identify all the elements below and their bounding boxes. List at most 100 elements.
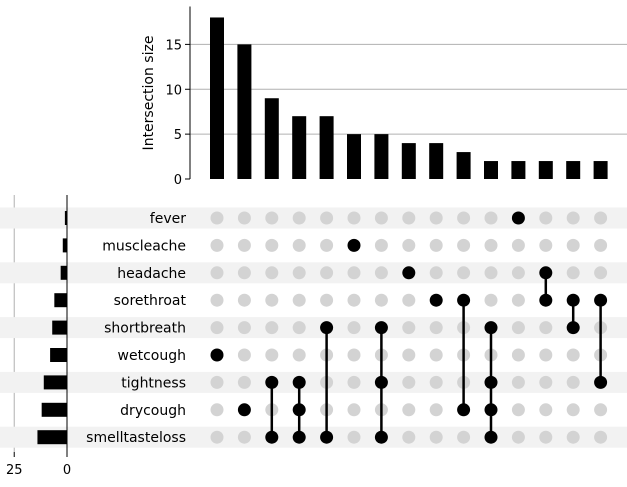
matrix-dot-active (265, 430, 279, 444)
intersection-bar (210, 17, 224, 180)
intersection-bar (264, 98, 279, 179)
x-tick-label: 0 (63, 463, 71, 478)
matrix-dot-inactive (374, 238, 388, 252)
matrix-dot-active (265, 375, 279, 389)
matrix-dot-inactive (511, 403, 525, 417)
matrix-dot-inactive (292, 211, 306, 225)
matrix-dot-inactive (594, 238, 608, 252)
matrix-dot-inactive (402, 293, 416, 307)
set-size-bar (52, 320, 67, 335)
matrix-dot-inactive (539, 321, 553, 335)
matrix-dot-inactive (347, 403, 361, 417)
set-labels: fever muscleache headache sorethroat shortbr… (86, 211, 186, 446)
matrix-dot-inactive (566, 266, 580, 280)
matrix-dot-inactive (347, 348, 361, 362)
matrix-dot-active (320, 321, 334, 335)
matrix-dot-inactive (320, 238, 334, 252)
matrix-dot-inactive (292, 321, 306, 335)
matrix-dot-inactive (457, 238, 471, 252)
intersection-bar (456, 152, 471, 179)
matrix-dot-inactive (237, 293, 251, 307)
intersection-bar (347, 134, 361, 179)
matrix-dot-inactive (429, 266, 443, 280)
y-tick-label: 0 (174, 173, 182, 188)
matrix-dot-active (594, 293, 608, 307)
matrix-dot-inactive (347, 293, 361, 307)
matrix-dot-inactive (539, 348, 553, 362)
matrix-dot-inactive (457, 266, 471, 280)
matrix-dot-inactive (292, 238, 306, 252)
y-tick-label: 10 (165, 83, 182, 98)
matrix-dot-inactive (320, 211, 334, 225)
matrix-dot-inactive (237, 375, 251, 389)
set-size-bar (50, 348, 67, 362)
matrix-dot-inactive (265, 348, 279, 362)
matrix-dot-inactive (566, 348, 580, 362)
matrix-dot-inactive (210, 238, 224, 252)
matrix-dot-active (539, 266, 553, 280)
matrix-dot-inactive (210, 321, 224, 335)
matrix-dot-inactive (402, 430, 416, 444)
x-tick-label: 25 (6, 463, 23, 478)
matrix-dot-inactive (429, 375, 443, 389)
matrix-dot-inactive (429, 430, 443, 444)
intersection-bar (237, 44, 252, 179)
matrix-dot-inactive (347, 211, 361, 225)
matrix-dot-active (210, 348, 224, 362)
intersection-bar (374, 134, 389, 179)
matrix-dot-active (237, 403, 251, 417)
y-tick-label: 5 (174, 128, 182, 143)
matrix-dot-inactive (594, 430, 608, 444)
matrix-dot-inactive (511, 293, 525, 307)
matrix-dot-inactive (347, 375, 361, 389)
matrix-dot-active (292, 403, 306, 417)
matrix-dot-active (594, 375, 608, 389)
matrix-dot-inactive (429, 211, 443, 225)
matrix-dot-inactive (539, 375, 553, 389)
matrix-dot-inactive (265, 266, 279, 280)
matrix-dot-inactive (511, 430, 525, 444)
y-axis-label: Intersection size (141, 36, 157, 151)
matrix-dot-inactive (320, 293, 334, 307)
matrix-dot-active (374, 375, 388, 389)
matrix-dot-inactive (237, 430, 251, 444)
matrix-dot-active (484, 403, 498, 417)
matrix-dot-active (511, 211, 525, 225)
matrix-dot-inactive (511, 238, 525, 252)
row-shade (0, 207, 627, 229)
matrix-dot-inactive (347, 321, 361, 335)
matrix-dot-inactive (402, 375, 416, 389)
intersection-bar (319, 116, 334, 179)
intersection-bar (484, 161, 498, 179)
set-label: smelltasteloss (86, 430, 186, 446)
matrix-dot-inactive (594, 211, 608, 225)
set-label: fever (150, 211, 186, 227)
matrix-dot-active (292, 375, 306, 389)
matrix-dot-inactive (237, 348, 251, 362)
matrix-dot-active (484, 321, 498, 335)
matrix-dot-active (374, 430, 388, 444)
matrix-dot-active (320, 430, 334, 444)
matrix-dot-inactive (594, 403, 608, 417)
matrix-dot-inactive (402, 348, 416, 362)
matrix-dot-inactive (210, 293, 224, 307)
matrix-dot-inactive (511, 266, 525, 280)
matrix-dot-active (292, 430, 306, 444)
matrix-dot-inactive (237, 266, 251, 280)
matrix-dot-active (566, 293, 580, 307)
matrix-dot-inactive (429, 403, 443, 417)
matrix-dot-inactive (484, 293, 498, 307)
matrix-dot-inactive (566, 430, 580, 444)
matrix-dot-inactive (374, 266, 388, 280)
matrix-dot-inactive (237, 321, 251, 335)
intersection-bar (593, 161, 608, 179)
matrix-dot-active (539, 293, 553, 307)
matrix-dot-inactive (457, 430, 471, 444)
intersection-bar (538, 161, 553, 179)
matrix-dot-active (457, 293, 471, 307)
matrix-dot-inactive (210, 403, 224, 417)
matrix-dot-inactive (347, 430, 361, 444)
matrix-dot-inactive (210, 266, 224, 280)
set-label: tightness (121, 375, 186, 391)
matrix-dot-inactive (374, 211, 388, 225)
